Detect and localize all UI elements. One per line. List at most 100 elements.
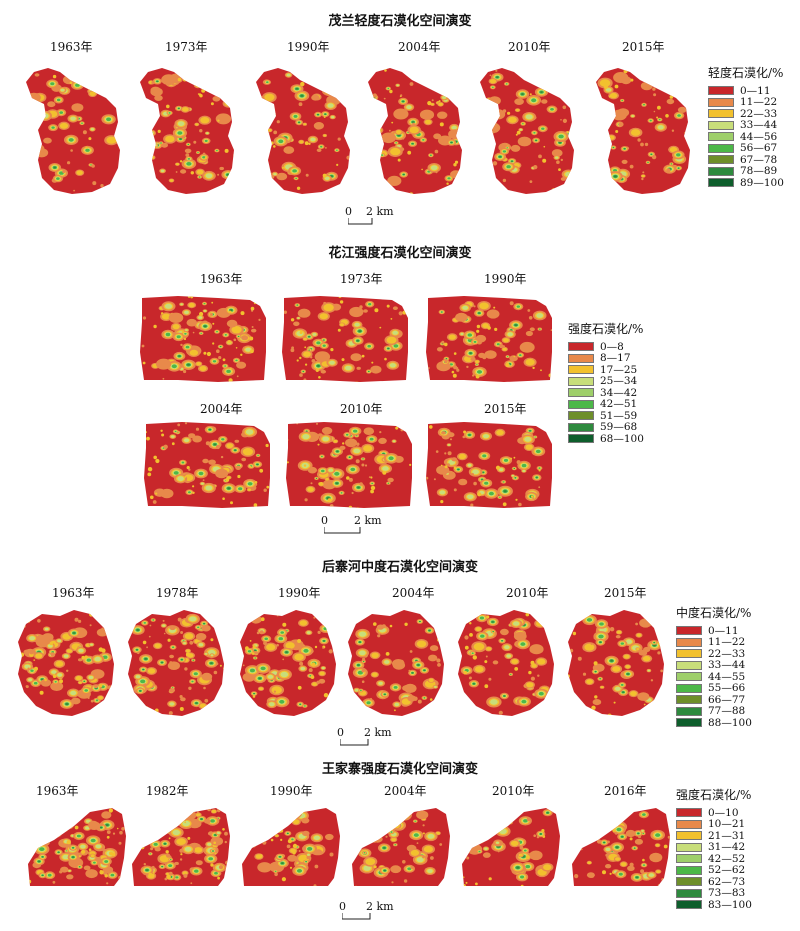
legend-item: 67—78 (708, 154, 784, 166)
legend-label: 21—31 (708, 829, 746, 842)
legend-label: 66—77 (708, 693, 746, 706)
legend-title: 强度石漠化/% (568, 322, 644, 336)
legend-label: 11—22 (708, 636, 746, 649)
legend-swatch (676, 637, 702, 647)
legend-item: 0—11 (708, 85, 784, 97)
legend-item: 0—11 (676, 625, 752, 637)
legend-swatch (708, 143, 734, 153)
legend-label: 89—100 (740, 176, 784, 189)
map-outline (596, 68, 690, 194)
legend-swatch (676, 854, 702, 864)
legend-swatch (568, 376, 594, 386)
legend-item: 31—42 (676, 841, 752, 854)
legend-label: 31—42 (708, 841, 746, 854)
legend-item: 88—100 (676, 717, 752, 729)
legend-houzhaihe: 中度石漠化/% 0—11 11—22 22—33 33—44 44—55 55—66 66—… (676, 604, 752, 729)
year-label: 2010年 (340, 402, 383, 416)
legend-label: 59—68 (600, 421, 638, 434)
legend-swatch (568, 399, 594, 409)
year-label: 1963年 (50, 40, 93, 54)
legend-title: 轻度石漠化/% (708, 66, 784, 80)
legend-label: 0—11 (708, 624, 739, 637)
map-maolan-2010 (480, 68, 574, 194)
legend-item: 62—73 (676, 876, 752, 888)
legend-item: 68—100 (568, 433, 644, 445)
legend-label: 25—34 (600, 375, 638, 388)
year-label: 1963年 (52, 586, 95, 600)
legend-item: 34—42 (568, 387, 644, 399)
year-label: 1982年 (146, 784, 189, 798)
legend-label: 68—100 (600, 432, 644, 445)
legend-swatch (568, 342, 594, 352)
scale-zero: 0 (339, 900, 346, 913)
legend-swatch (676, 660, 702, 670)
legend-swatch (676, 626, 702, 636)
legend-swatch (676, 706, 702, 716)
legend-label: 44—56 (740, 130, 778, 143)
year-label: 2016年 (604, 784, 647, 798)
year-label: 2015年 (622, 40, 665, 54)
legend-label: 78—89 (740, 165, 778, 178)
scale-distance: 2 km (354, 514, 382, 527)
year-label: 2015年 (604, 586, 647, 600)
legend-label: 0—11 (740, 84, 771, 97)
map-houzhaihe-2010 (458, 610, 554, 716)
legend-swatch (676, 888, 702, 898)
scale-zero: 0 (321, 514, 328, 527)
legend-swatch (568, 422, 594, 432)
map-outline (140, 68, 234, 194)
scale-distance: 2 km (364, 726, 392, 739)
map-wangjiazhai-2004 (352, 808, 450, 886)
legend-item: 11—22 (676, 636, 752, 649)
legend-item: 83—100 (676, 899, 752, 911)
legend-swatch (676, 683, 702, 693)
year-label: 2010年 (492, 784, 535, 798)
legend-swatch (568, 434, 594, 444)
year-label: 1963年 (200, 272, 243, 286)
legend-swatch (708, 97, 734, 107)
legend-item: 17—25 (568, 364, 644, 376)
legend-swatch (708, 132, 734, 142)
legend-item: 52—62 (676, 864, 752, 876)
map-houzhaihe-2015 (568, 610, 664, 716)
legend-swatch (568, 388, 594, 398)
legend-item: 44—56 (708, 131, 784, 143)
map-outline (480, 68, 574, 194)
map-maolan-1963 (26, 68, 120, 194)
legend-item: 0—8 (568, 341, 644, 353)
map-huajiang-2010 (286, 422, 412, 508)
map-huajiang-1973 (282, 296, 408, 382)
year-label: 2010年 (508, 40, 551, 54)
legend-label: 34—42 (600, 386, 638, 399)
year-label: 1973年 (340, 272, 383, 286)
legend-swatch (676, 649, 702, 659)
legend-swatch (676, 900, 702, 910)
legend-label: 77—88 (708, 705, 746, 718)
desertification-patches (141, 296, 261, 382)
legend-swatch (676, 718, 702, 728)
legend-label: 0—8 (600, 340, 624, 353)
map-wangjiazhai-1990 (242, 808, 340, 886)
map-houzhaihe-2004 (348, 610, 444, 716)
legend-item: 11—22 (708, 96, 784, 108)
legend-item: 22—33 (708, 108, 784, 120)
desertification-patches (240, 614, 335, 709)
legend-item: 77—88 (676, 705, 752, 718)
map-huajiang-2015 (426, 422, 552, 508)
legend-label: 55—66 (708, 682, 746, 695)
legend-title: 中度石漠化/% (676, 606, 752, 620)
desertification-patches (144, 422, 270, 507)
legend-label: 44—55 (708, 670, 746, 683)
legend-item: 56—67 (708, 142, 784, 154)
year-label: 2004年 (200, 402, 243, 416)
legend-swatch (708, 155, 734, 165)
panel-title: 茂兰轻度石漠化空间演变 (328, 14, 472, 29)
desertification-patches (459, 610, 554, 715)
map-houzhaihe-1978 (128, 610, 224, 716)
map-huajiang-1963 (140, 296, 266, 382)
legend-swatch (676, 819, 702, 829)
legend-item: 33—44 (676, 659, 752, 671)
legend-label: 42—51 (600, 398, 638, 411)
panel-title: 花江强度石漠化空间演变 (328, 246, 472, 261)
legend-swatch (676, 831, 702, 841)
